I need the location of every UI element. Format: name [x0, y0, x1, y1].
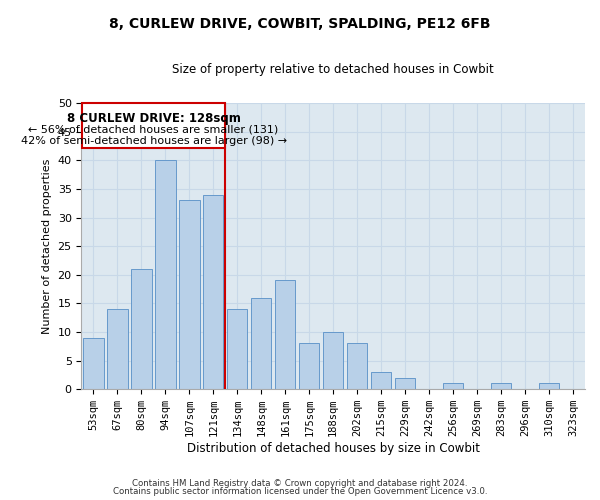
X-axis label: Distribution of detached houses by size in Cowbit: Distribution of detached houses by size … [187, 442, 480, 455]
Text: Contains public sector information licensed under the Open Government Licence v3: Contains public sector information licen… [113, 487, 487, 496]
Bar [227, 309, 247, 389]
Bar [83, 338, 104, 389]
Bar [107, 309, 128, 389]
Bar [539, 384, 559, 389]
Bar [395, 378, 415, 389]
Bar [203, 194, 223, 389]
Bar [179, 200, 200, 389]
Text: Contains HM Land Registry data © Crown copyright and database right 2024.: Contains HM Land Registry data © Crown c… [132, 478, 468, 488]
FancyBboxPatch shape [82, 103, 225, 148]
Bar [347, 344, 367, 389]
Bar [275, 280, 295, 389]
Bar [251, 298, 271, 389]
Text: 8, CURLEW DRIVE, COWBIT, SPALDING, PE12 6FB: 8, CURLEW DRIVE, COWBIT, SPALDING, PE12 … [109, 18, 491, 32]
Bar [155, 160, 176, 389]
Text: 8 CURLEW DRIVE: 128sqm: 8 CURLEW DRIVE: 128sqm [67, 112, 241, 124]
Bar [491, 384, 511, 389]
Y-axis label: Number of detached properties: Number of detached properties [42, 158, 52, 334]
Bar [371, 372, 391, 389]
Text: 42% of semi-detached houses are larger (98) →: 42% of semi-detached houses are larger (… [20, 136, 287, 146]
Title: Size of property relative to detached houses in Cowbit: Size of property relative to detached ho… [172, 62, 494, 76]
Bar [323, 332, 343, 389]
Text: ← 56% of detached houses are smaller (131): ← 56% of detached houses are smaller (13… [28, 125, 279, 135]
Bar [299, 344, 319, 389]
Bar [131, 269, 152, 389]
Bar [443, 384, 463, 389]
